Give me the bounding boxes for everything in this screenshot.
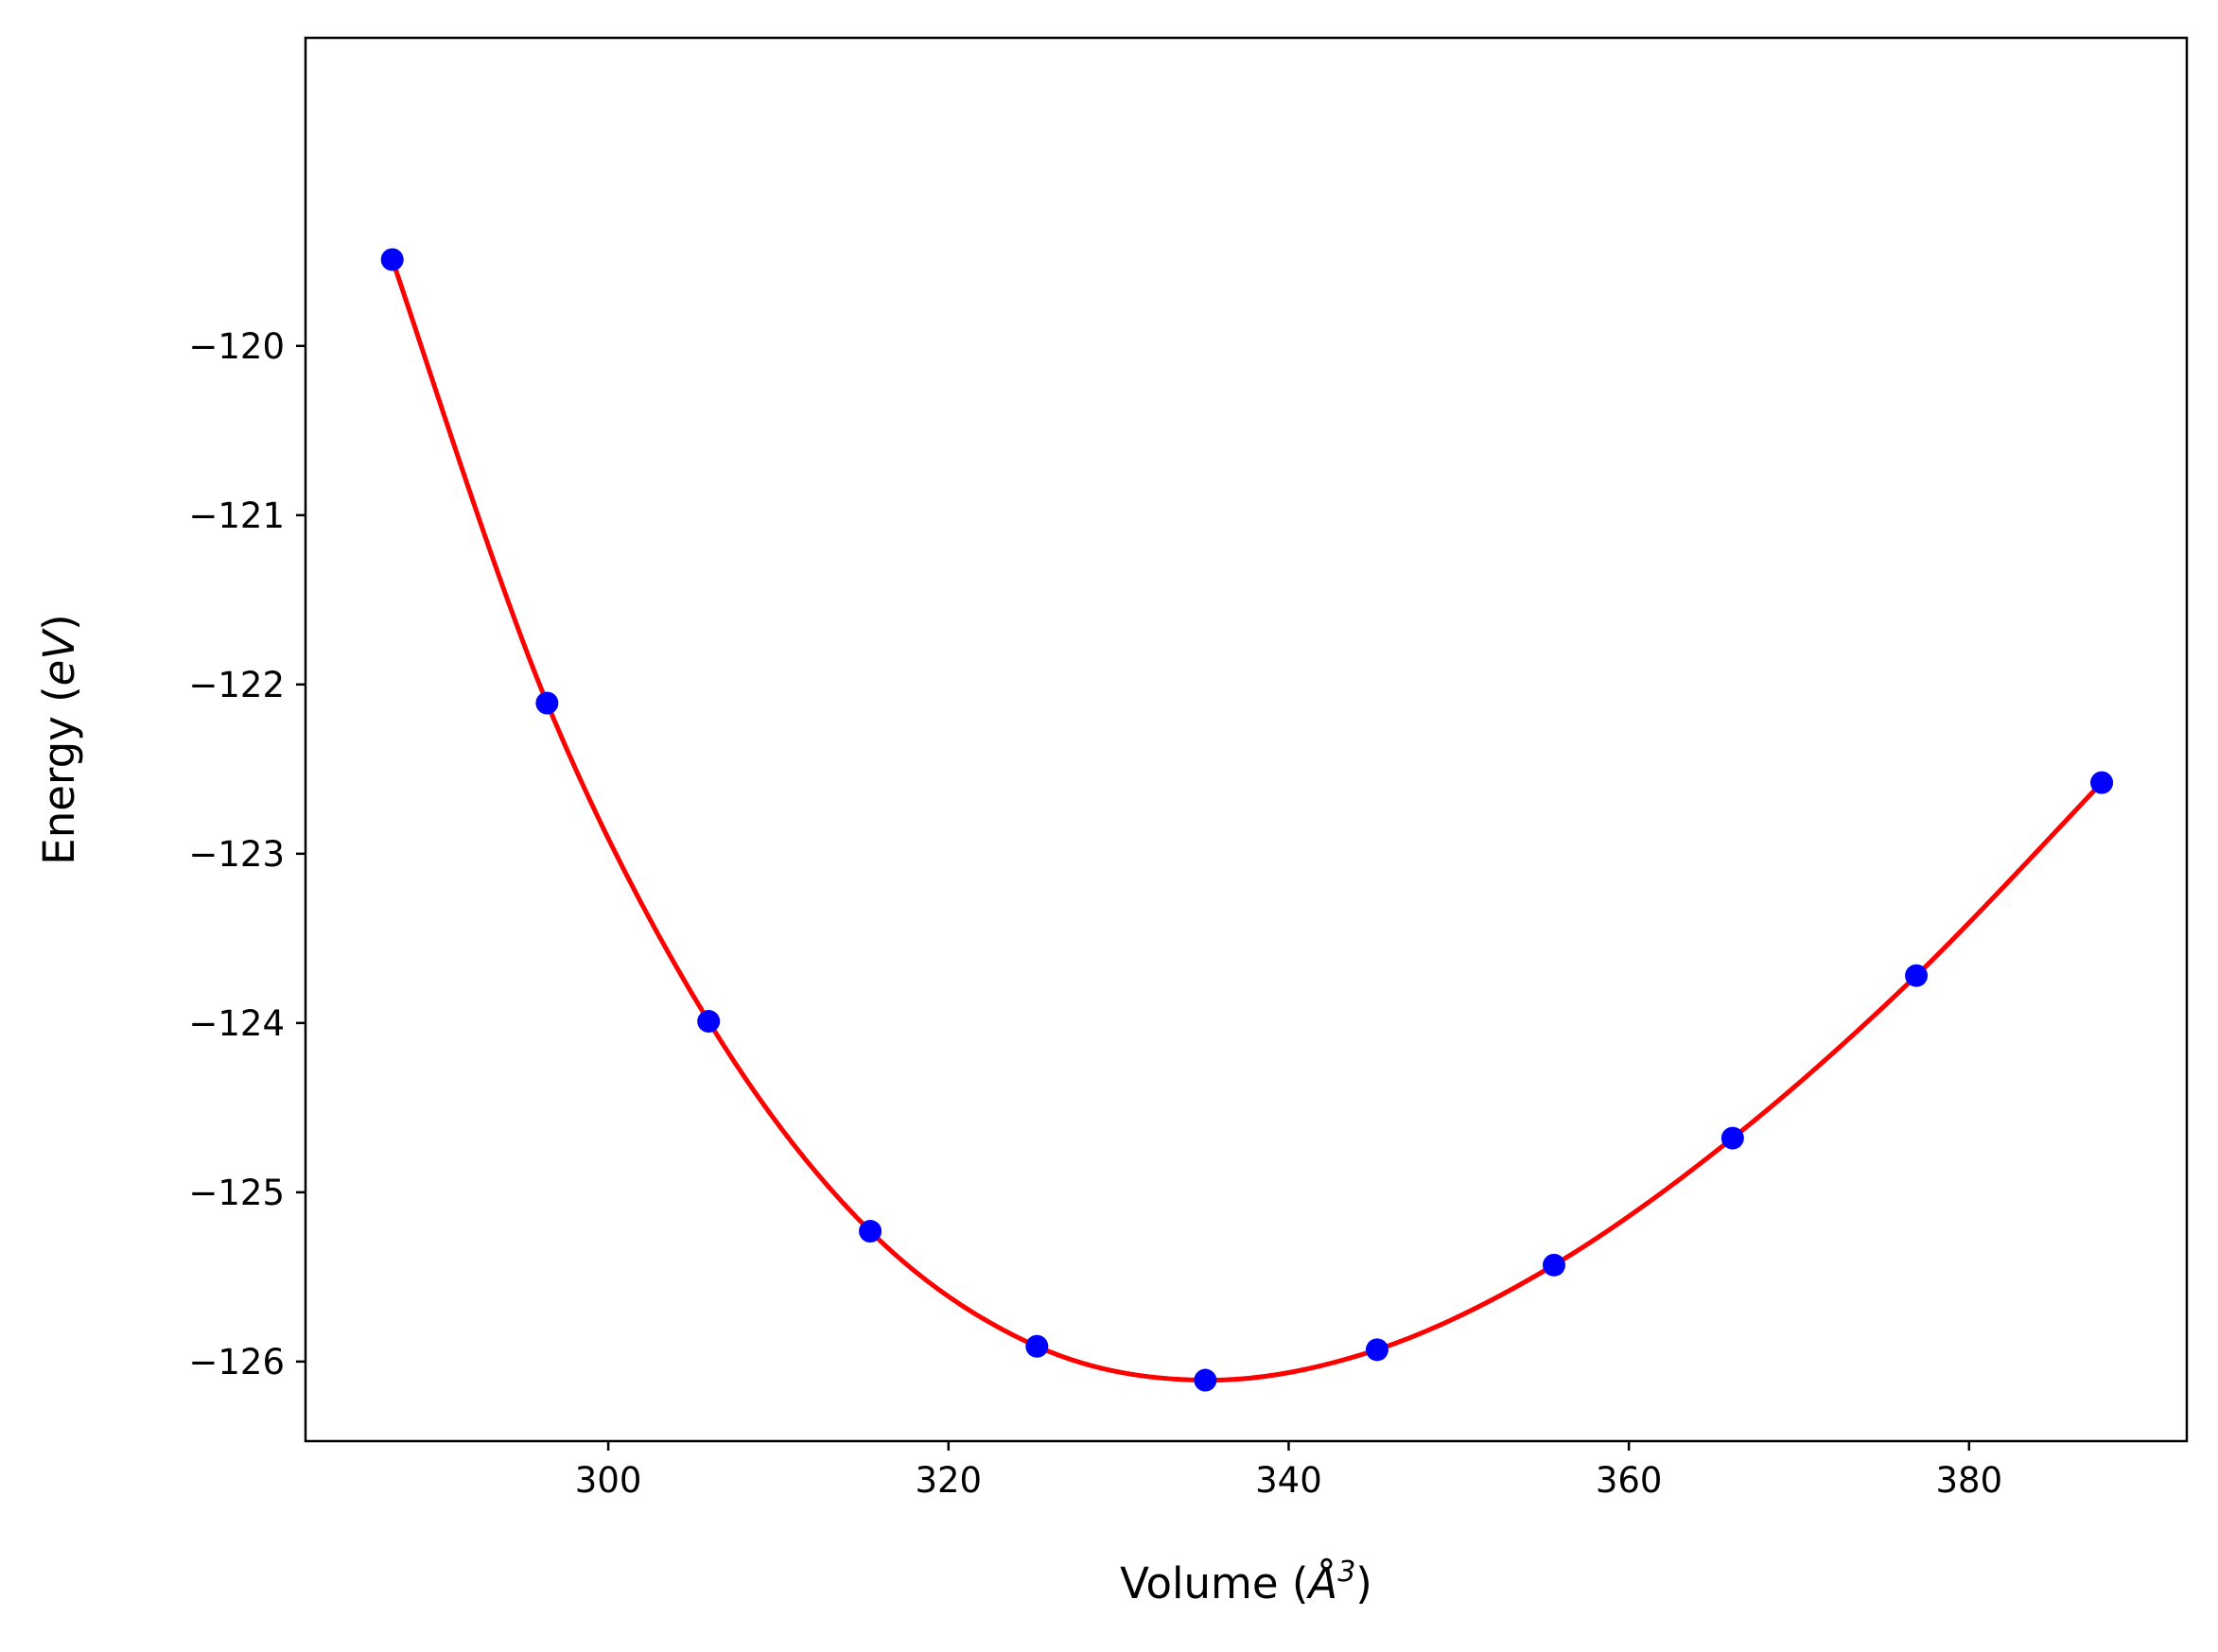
x-tick-label: 320: [915, 1460, 982, 1501]
y-axis-label-prefix: Energy (: [34, 686, 84, 864]
data-point: [380, 248, 404, 271]
data-points-layer: [380, 248, 2114, 1392]
data-point: [1025, 1334, 1049, 1358]
data-point: [859, 1220, 882, 1243]
x-tick-label: 340: [1255, 1460, 1322, 1501]
data-point: [1720, 1126, 1744, 1150]
x-axis-label-exponent: 3: [1337, 1556, 1355, 1589]
y-axis-label-unit: eV: [34, 628, 84, 687]
data-point: [1543, 1253, 1566, 1277]
y-tick-label: −124: [188, 1003, 285, 1044]
data-point: [697, 1010, 721, 1034]
y-tick-label: −126: [188, 1342, 285, 1382]
plot-area-frame: [304, 36, 2189, 1443]
y-axis-label-suffix: ): [34, 614, 84, 631]
x-axis-label-prefix: Volume (: [1120, 1558, 1308, 1609]
fit-curve-line: [390, 257, 2104, 1383]
y-tick-label: −122: [188, 665, 285, 705]
x-axis-label-suffix: ): [1355, 1558, 1372, 1609]
y-tick-label: −123: [188, 834, 285, 875]
fit-curve-layer: [390, 257, 2104, 1383]
y-axis-label: Energy (eV): [34, 614, 84, 864]
x-tick-label: 300: [575, 1460, 642, 1501]
data-point: [1194, 1368, 1217, 1392]
y-tick-label: −120: [188, 326, 285, 367]
x-tick-label: 360: [1596, 1460, 1663, 1501]
y-tick-label: −125: [188, 1173, 285, 1213]
y-axis-ticks: −126 −125 −124 −123 −122 −121 −120: [188, 326, 306, 1382]
x-axis-label: Volume (Å3): [1120, 1556, 1372, 1609]
data-point: [2090, 771, 2114, 794]
data-point: [1365, 1338, 1388, 1362]
data-point: [1905, 964, 1929, 987]
x-axis-ticks: 300 320 340 360 380: [575, 1441, 2002, 1501]
x-tick-label: 380: [1935, 1460, 2002, 1501]
data-point: [535, 691, 559, 715]
x-axis-label-symbol: Å: [1305, 1558, 1337, 1609]
y-tick-label: −121: [188, 496, 285, 536]
